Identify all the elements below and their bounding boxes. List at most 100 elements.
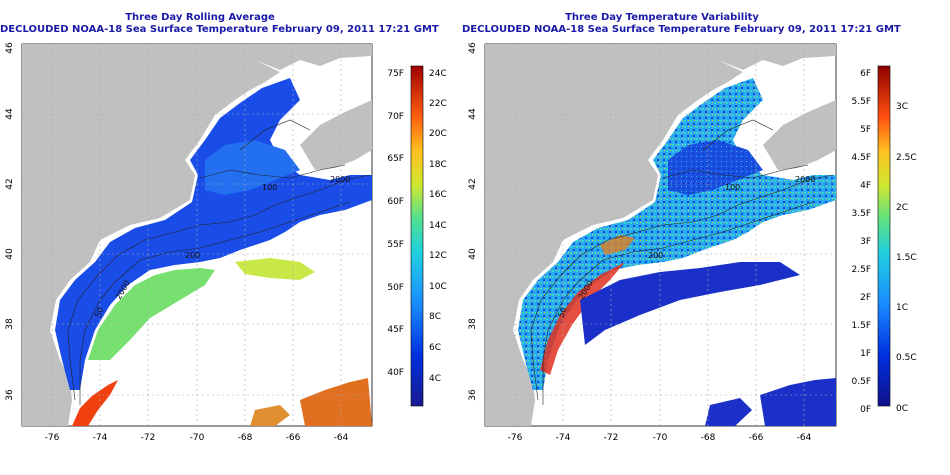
left-y-tick: 44	[5, 108, 15, 120]
left-colorbar-c-labels: 24C 22C 20C 18C 16C 14C 12C 10C 8C 6C 4C	[429, 69, 447, 384]
left-y-tick: 42	[5, 178, 15, 189]
left-sst-gulfstream	[72, 380, 118, 426]
svg-text:4C: 4C	[429, 374, 441, 384]
right-x-tick: -68	[701, 433, 716, 443]
left-y-tick: 36	[5, 389, 15, 401]
left-sst-offshore-mid	[250, 405, 290, 426]
left-graticule	[22, 44, 372, 426]
svg-text:10C: 10C	[429, 282, 447, 292]
left-y-tick: 38	[5, 318, 15, 330]
svg-text:2F: 2F	[860, 293, 871, 303]
svg-text:3.5F: 3.5F	[852, 209, 872, 219]
svg-text:14C: 14C	[429, 221, 447, 231]
right-y-tick: 40	[468, 248, 478, 260]
right-x-tick: -64	[797, 433, 812, 443]
right-contour-label: 2000	[795, 175, 815, 184]
right-x-tick: -72	[604, 433, 619, 443]
right-map: 100 2000 200 50 2000 -76 -74 -72 -70 -68…	[468, 42, 917, 443]
svg-text:0.5C: 0.5C	[896, 353, 917, 363]
svg-text:2C: 2C	[896, 203, 908, 213]
right-x-tick: -66	[749, 433, 764, 443]
right-variability-base	[518, 78, 836, 390]
svg-text:3C: 3C	[896, 102, 908, 112]
svg-text:12C: 12C	[429, 251, 447, 261]
left-contour-label: 200	[185, 251, 200, 260]
svg-text:70F: 70F	[387, 112, 404, 122]
right-variability-offshore-south	[760, 378, 836, 426]
left-y-tick: 46	[5, 42, 15, 54]
left-land-mass	[22, 44, 372, 426]
svg-text:1C: 1C	[896, 303, 908, 313]
svg-text:40F: 40F	[387, 368, 404, 378]
svg-text:0.5F: 0.5F	[852, 377, 872, 387]
left-sst-offshore-east	[300, 378, 372, 426]
svg-text:5.5F: 5.5F	[852, 97, 872, 107]
right-variability-offshore-mid	[705, 398, 752, 426]
left-y-tick: 40	[5, 248, 15, 260]
left-sst-warm-band	[88, 268, 215, 360]
left-sst-warm-patch	[235, 258, 315, 280]
right-colorbar-c-labels: 3C 2.5C 2C 1.5C 1C 0.5C 0C	[896, 102, 917, 414]
svg-text:6F: 6F	[860, 69, 871, 79]
svg-text:4F: 4F	[860, 181, 871, 191]
left-contour-label: 50	[93, 306, 105, 319]
right-y-tick: 46	[468, 42, 478, 54]
right-y-tick: 38	[468, 318, 478, 330]
svg-text:45F: 45F	[387, 325, 404, 335]
right-graticule	[485, 44, 836, 426]
svg-text:0F: 0F	[860, 405, 871, 415]
right-map-title: Three Day Temperature Variability	[565, 12, 759, 23]
left-map-subtitle: DECLOUDED NOAA-18 Sea Surface Temperatur…	[0, 24, 439, 35]
right-variability-shelfbreak	[540, 262, 625, 375]
right-bathymetry-contours	[530, 119, 834, 405]
svg-text:16C: 16C	[429, 190, 447, 200]
right-land-nova-scotia	[763, 100, 836, 170]
left-contour-label: 100	[262, 183, 277, 192]
svg-text:24C: 24C	[429, 69, 447, 79]
svg-text:20C: 20C	[429, 129, 447, 139]
svg-text:1F: 1F	[860, 349, 871, 359]
left-sst-cold	[55, 78, 372, 390]
svg-text:60F: 60F	[387, 197, 404, 207]
right-contour-label: 50	[556, 306, 568, 319]
right-y-tick: 44	[468, 108, 478, 120]
right-land-mass	[485, 44, 836, 426]
svg-text:8C: 8C	[429, 312, 441, 322]
svg-text:50F: 50F	[387, 283, 404, 293]
svg-text:6C: 6C	[429, 343, 441, 353]
svg-text:65F: 65F	[387, 154, 404, 164]
left-x-tick: -68	[238, 433, 253, 443]
svg-text:22C: 22C	[429, 99, 447, 109]
right-contour-label: 200	[648, 251, 663, 260]
right-x-tick: -74	[556, 433, 571, 443]
left-x-tick: -72	[141, 433, 156, 443]
right-y-tick: 36	[468, 389, 478, 401]
svg-text:75F: 75F	[387, 69, 404, 79]
svg-text:5F: 5F	[860, 125, 871, 135]
left-x-tick: -66	[286, 433, 301, 443]
left-x-tick: -70	[190, 433, 205, 443]
left-contour-label: 2000	[330, 175, 350, 184]
right-variability-patch	[600, 235, 635, 255]
right-variability-offshore	[580, 262, 800, 345]
right-variability-gulf-maine	[668, 140, 763, 195]
right-contour-label: 100	[725, 183, 740, 192]
right-x-tick: -76	[508, 433, 523, 443]
svg-text:18C: 18C	[429, 160, 447, 170]
svg-text:55F: 55F	[387, 240, 404, 250]
svg-text:3F: 3F	[860, 237, 871, 247]
left-colorbar	[410, 65, 424, 407]
right-y-tick: 42	[468, 178, 478, 189]
svg-text:2.5F: 2.5F	[852, 265, 872, 275]
left-map-title: Three Day Rolling Average	[125, 12, 275, 23]
right-colorbar	[877, 65, 891, 407]
left-colorbar-f-labels: 75F 70F 65F 60F 55F 50F 45F 40F	[387, 69, 404, 378]
left-x-tick: -76	[45, 433, 60, 443]
right-map-subtitle: DECLOUDED NOAA-18 Sea Surface Temperatur…	[462, 24, 901, 35]
left-land-nova-scotia	[300, 100, 372, 170]
svg-text:2.5C: 2.5C	[896, 153, 917, 163]
left-x-tick: -64	[334, 433, 349, 443]
svg-text:0C: 0C	[896, 404, 908, 414]
left-bathymetry-contours	[67, 119, 371, 405]
